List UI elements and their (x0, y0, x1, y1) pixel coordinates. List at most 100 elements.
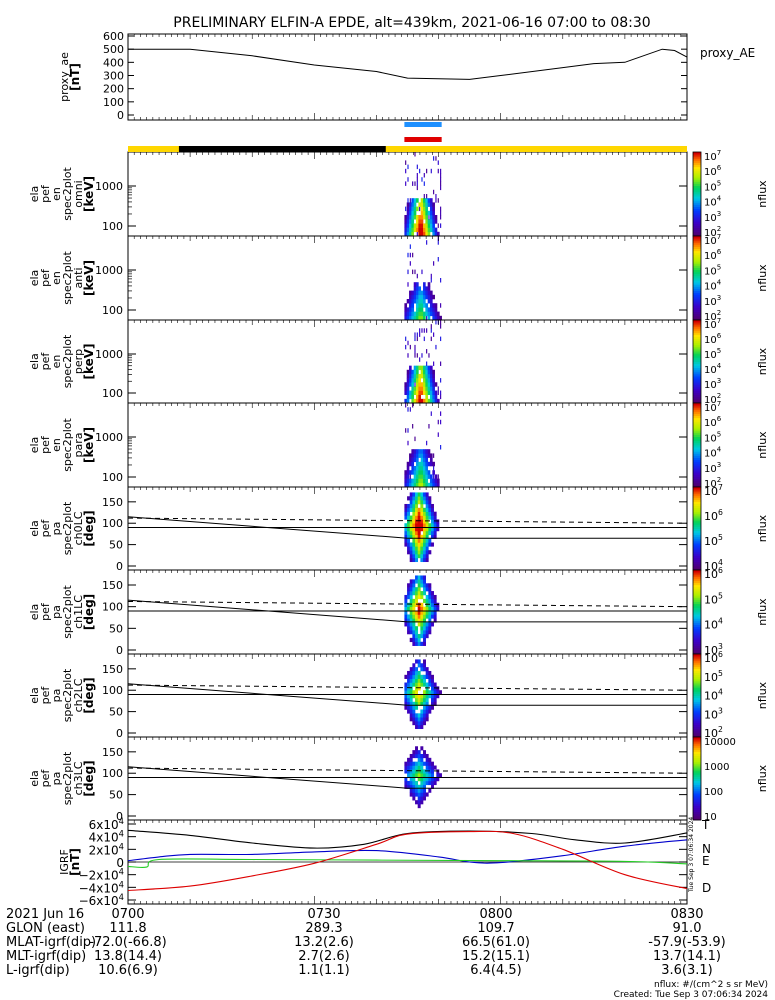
pitch-angle-cell (409, 594, 413, 600)
pitch-angle-cell (417, 496, 421, 501)
pitch-angle-cell (407, 527, 411, 532)
pitch-angle-cell (415, 713, 419, 718)
colorbar-cell (693, 654, 701, 657)
spectrogram-cell (433, 156, 435, 161)
pitch-angle-cell (409, 587, 413, 592)
pitch-angle-cell (420, 701, 424, 706)
pitch-angle-cell (420, 674, 424, 679)
spectrogram-cell (440, 411, 442, 416)
pitch-angle-cell (415, 523, 419, 528)
spectrogram-cell (427, 369, 431, 375)
y-axis-label: [keV] (82, 260, 96, 296)
science-zone-bar-red (404, 137, 442, 142)
colorbar-cell (693, 480, 701, 484)
pitch-angle-cell (407, 507, 411, 512)
spectrogram-cell (416, 378, 419, 383)
anti-loss-cone-line (127, 767, 688, 774)
pitch-angle-cell (412, 761, 416, 766)
spectrogram-cell (427, 449, 431, 454)
colorbar-cell (693, 534, 701, 538)
colorbar-cell (693, 588, 701, 592)
pitch-angle-cell (420, 757, 424, 762)
colorbar-cell (693, 799, 701, 802)
colorbar-cell (693, 376, 701, 379)
colorbar-tick-label: 100 (704, 787, 723, 798)
pitch-angle-cell (415, 519, 419, 524)
colorbar-cell (693, 344, 701, 348)
spectrogram-cell (404, 219, 408, 224)
colorbar-cell (693, 720, 701, 723)
colorbar-cell (693, 246, 701, 249)
colorbar-cell (693, 817, 701, 821)
spectrogram-cell (434, 478, 438, 484)
spectrogram-cell (433, 332, 435, 337)
colorbar-cell (693, 342, 701, 346)
spectrogram-cell (411, 390, 415, 395)
colorbar-cell (693, 305, 701, 308)
pitch-angle-cell (409, 591, 413, 596)
colorbar-cell (693, 219, 701, 222)
spectrogram-cell (427, 311, 431, 317)
spectrogram-cell (423, 202, 426, 207)
y-axis-label: ch0LC (72, 511, 85, 545)
colorbar-cell (693, 160, 701, 163)
colorbar-tick-label: 104 (704, 446, 722, 460)
y-axis-label: [deg] (82, 510, 96, 546)
colorbar-cell (693, 559, 701, 563)
colorbar-cell (693, 499, 701, 502)
colorbar-cell (693, 766, 701, 769)
spectrogram-cell (425, 369, 428, 375)
spectrogram-cell (413, 470, 417, 475)
pitch-angle-cell (431, 610, 434, 615)
colorbar-cell (693, 271, 701, 275)
spectrogram-cell (418, 373, 421, 379)
pitch-angle-cell (417, 606, 421, 611)
colorbar-cell (693, 710, 701, 713)
spectrogram-cell (404, 474, 408, 479)
spectrogram-cell (407, 407, 409, 412)
spectrogram-cell (418, 461, 421, 467)
pitch-angle-cell (409, 530, 413, 536)
pitch-angle-cell (415, 724, 419, 730)
pitch-angle-cell (415, 746, 419, 751)
colorbar-cell (693, 616, 701, 619)
spectrogram-cell (430, 299, 433, 304)
pitch-angle-cell (415, 773, 419, 778)
pitch-angle-cell (423, 753, 426, 759)
pitch-angle-cell (423, 583, 426, 588)
pitch-angle-cell (423, 610, 426, 615)
spectrogram-cell (426, 361, 428, 366)
pitch-angle-cell (431, 780, 434, 786)
colorbar-cell (693, 770, 701, 773)
spectrogram-cell (423, 369, 426, 375)
pitch-angle-cell (423, 641, 426, 646)
pitch-angle-cell (428, 598, 432, 604)
spectrogram-cell (413, 286, 417, 291)
pitch-angle-cell (409, 546, 413, 551)
colorbar-cell (693, 330, 701, 333)
spectrogram-cell (416, 474, 419, 479)
igrf-legend-D: D (702, 881, 711, 895)
colorbar-cell (693, 403, 701, 406)
spectrogram-cell (416, 303, 419, 308)
pitch-angle-cell (417, 587, 421, 592)
colorbar-cell (693, 603, 701, 607)
spectrogram-cell (418, 286, 421, 291)
pitch-angle-cell (433, 777, 437, 782)
spectrogram-cell (427, 398, 431, 404)
pitch-angle-cell (425, 757, 429, 762)
pitch-angle-cell (407, 670, 411, 676)
pitch-angle-cell (412, 765, 416, 770)
pitch-angle-cell (425, 519, 429, 524)
spectrogram-cell (437, 315, 440, 321)
science-zone-bar-blue (404, 122, 442, 127)
colorbar-cell (693, 349, 701, 352)
pitch-angle-cell (420, 667, 424, 672)
spectrogram-cell (409, 478, 412, 484)
pitch-angle-cell (412, 633, 416, 639)
y-axis-label: omni (72, 180, 85, 207)
colorbar-cell (693, 369, 701, 373)
spectrogram-cell (420, 382, 424, 387)
spectrogram-cell (409, 365, 412, 371)
spectrogram-cell (430, 386, 433, 391)
